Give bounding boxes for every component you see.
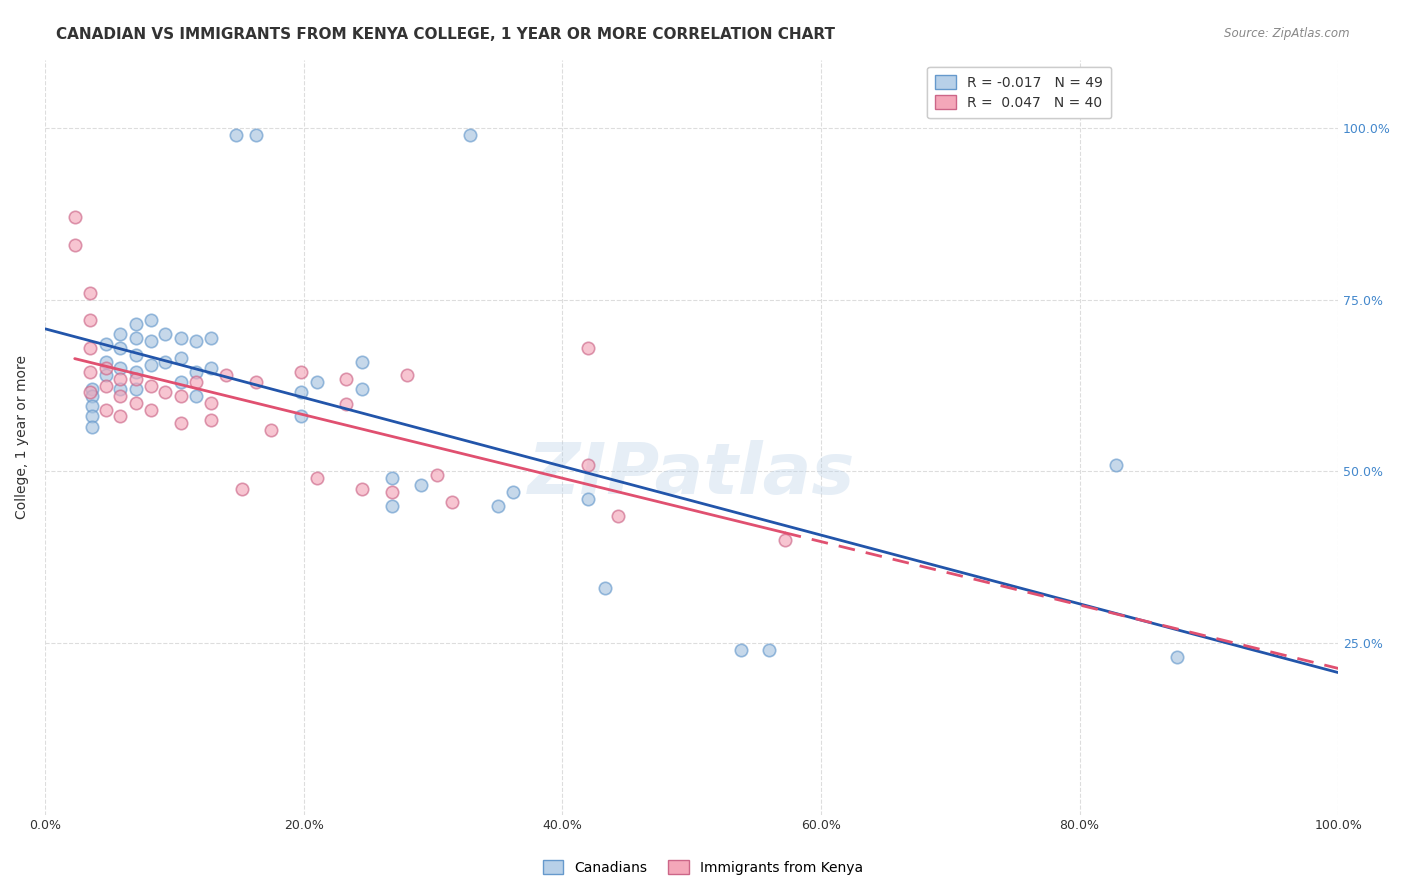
Point — [381, 499, 404, 513]
Point — [200, 330, 222, 344]
Point — [94, 337, 117, 351]
Point — [80, 419, 103, 434]
Point — [606, 508, 628, 523]
Point — [305, 375, 328, 389]
Point — [170, 389, 193, 403]
Point — [426, 467, 449, 482]
Point — [441, 495, 464, 509]
Point — [79, 365, 101, 379]
Point — [108, 361, 131, 376]
Point — [170, 417, 193, 431]
Point — [730, 643, 752, 657]
Point — [335, 372, 357, 386]
Point — [80, 389, 103, 403]
Point — [225, 128, 247, 142]
Point — [460, 128, 482, 142]
Point — [108, 327, 131, 342]
Point — [94, 361, 117, 376]
Text: CANADIAN VS IMMIGRANTS FROM KENYA COLLEGE, 1 YEAR OR MORE CORRELATION CHART: CANADIAN VS IMMIGRANTS FROM KENYA COLLEG… — [56, 27, 835, 42]
Point — [215, 368, 238, 383]
Point — [80, 382, 103, 396]
Point — [1105, 458, 1128, 472]
Point — [260, 423, 283, 437]
Point — [576, 491, 599, 506]
Point — [108, 341, 131, 355]
Legend: R = -0.017   N = 49, R =  0.047   N = 40: R = -0.017 N = 49, R = 0.047 N = 40 — [927, 67, 1112, 119]
Point — [200, 413, 222, 427]
Legend: Canadians, Immigrants from Kenya: Canadians, Immigrants from Kenya — [537, 855, 869, 880]
Point — [79, 385, 101, 400]
Point — [290, 385, 312, 400]
Point — [94, 354, 117, 368]
Point — [773, 533, 796, 547]
Text: Source: ZipAtlas.com: Source: ZipAtlas.com — [1225, 27, 1350, 40]
Point — [350, 482, 373, 496]
Point — [186, 389, 208, 403]
Point — [155, 385, 177, 400]
Point — [124, 396, 146, 410]
Point — [1166, 649, 1188, 664]
Point — [290, 365, 312, 379]
Point — [350, 354, 373, 368]
Point — [200, 396, 222, 410]
Point — [170, 351, 193, 366]
Point — [139, 402, 162, 417]
Text: ZIPatlas: ZIPatlas — [527, 441, 855, 509]
Y-axis label: College, 1 year or more: College, 1 year or more — [15, 355, 30, 519]
Point — [381, 471, 404, 485]
Point — [108, 382, 131, 396]
Point — [108, 389, 131, 403]
Point — [94, 378, 117, 392]
Point — [139, 378, 162, 392]
Point — [305, 471, 328, 485]
Point — [108, 409, 131, 424]
Point — [79, 341, 101, 355]
Point — [139, 358, 162, 372]
Point — [155, 327, 177, 342]
Point — [200, 361, 222, 376]
Point — [486, 499, 509, 513]
Point — [139, 334, 162, 348]
Point — [170, 330, 193, 344]
Point — [63, 211, 86, 225]
Point — [186, 375, 208, 389]
Point — [411, 478, 433, 492]
Point — [350, 382, 373, 396]
Point — [108, 372, 131, 386]
Point — [79, 313, 101, 327]
Point — [758, 643, 780, 657]
Point — [124, 348, 146, 362]
Point — [170, 375, 193, 389]
Point — [63, 238, 86, 252]
Point — [186, 334, 208, 348]
Point — [79, 285, 101, 300]
Point — [80, 399, 103, 413]
Point — [124, 382, 146, 396]
Point — [124, 365, 146, 379]
Point — [231, 482, 253, 496]
Point — [155, 354, 177, 368]
Point — [80, 409, 103, 424]
Point — [593, 581, 616, 595]
Point — [381, 485, 404, 500]
Point — [245, 128, 267, 142]
Point — [124, 330, 146, 344]
Point — [94, 368, 117, 383]
Point — [576, 341, 599, 355]
Point — [576, 458, 599, 472]
Point — [502, 485, 524, 500]
Point — [124, 317, 146, 331]
Point — [186, 365, 208, 379]
Point — [139, 313, 162, 327]
Point — [94, 402, 117, 417]
Point — [335, 397, 357, 411]
Point — [124, 372, 146, 386]
Point — [290, 409, 312, 424]
Point — [245, 375, 267, 389]
Point — [396, 368, 419, 383]
